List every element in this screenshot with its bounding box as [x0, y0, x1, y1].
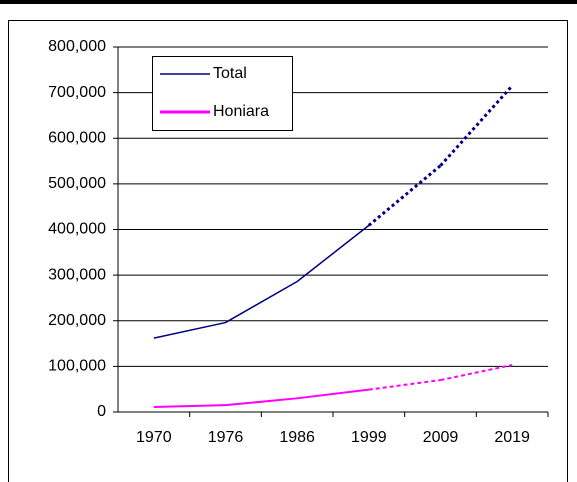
series-line — [153, 321, 226, 339]
series-line — [297, 388, 369, 400]
series-line — [368, 379, 441, 391]
y-tick-label: 500,000 — [48, 175, 106, 192]
y-tick-label: 400,000 — [48, 221, 106, 238]
y-tick-label: 700,000 — [48, 84, 106, 101]
x-tick-label: 1986 — [279, 429, 315, 446]
series-line — [225, 397, 298, 407]
chart-frame — [8, 20, 568, 482]
y-tick-label: 600,000 — [48, 129, 106, 146]
legend-label: Honiara — [213, 103, 269, 120]
series-line — [296, 224, 370, 283]
legend — [152, 56, 293, 131]
y-tick-label: 800,000 — [48, 38, 106, 55]
series-line — [153, 404, 226, 408]
y-tick-label: 100,000 — [48, 358, 106, 375]
y-tick-label: 0 — [97, 403, 106, 420]
x-tick-label: 1999 — [351, 429, 387, 446]
series-line — [225, 280, 298, 324]
x-tick-label: 2009 — [423, 429, 459, 446]
y-tick-label: 200,000 — [48, 312, 106, 329]
legend-label: Total — [213, 65, 247, 82]
x-tick-label: 1970 — [136, 429, 172, 446]
x-tick-label: 2019 — [494, 429, 530, 446]
y-tick-label: 300,000 — [48, 266, 106, 283]
x-tick-label: 1976 — [208, 429, 244, 446]
series-line — [440, 364, 513, 382]
